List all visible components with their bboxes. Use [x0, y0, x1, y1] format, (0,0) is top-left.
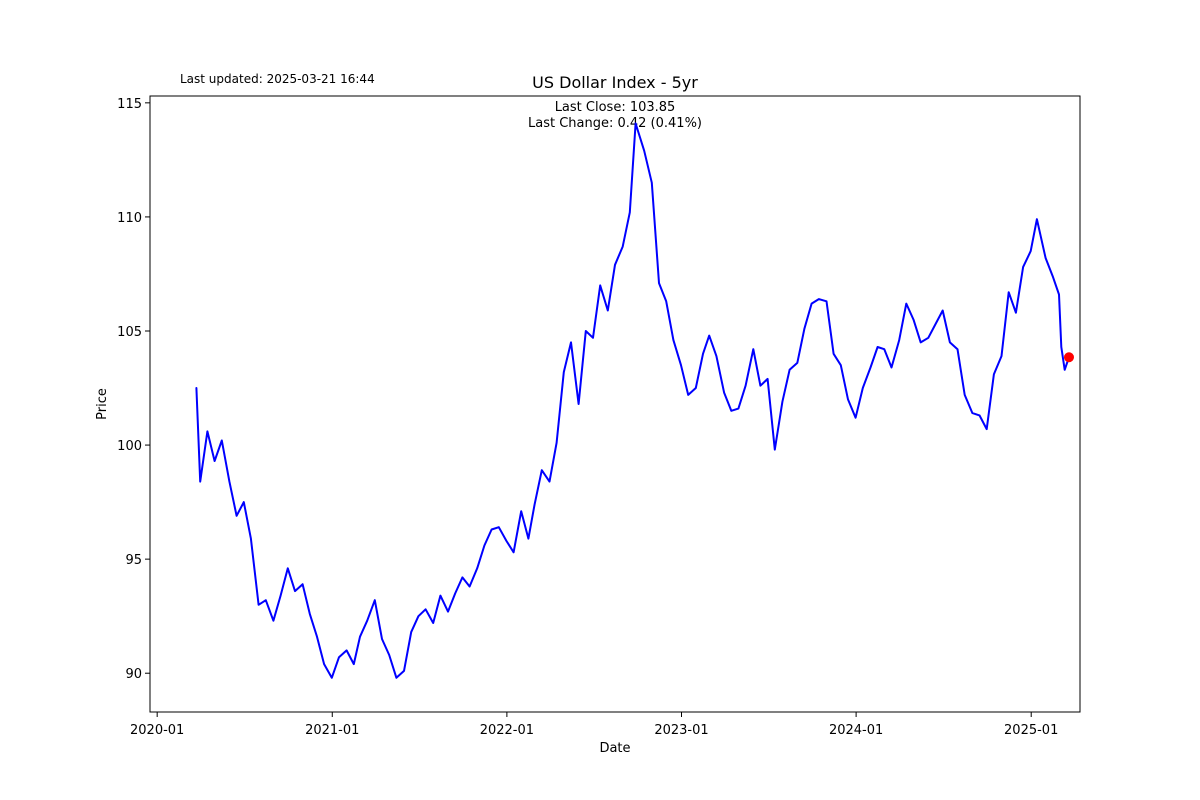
- x-axis-title: Date: [599, 741, 630, 756]
- y-tick-label: 100: [117, 439, 142, 454]
- y-axis-title: Price: [95, 388, 110, 420]
- x-tick-label: 2020-01: [130, 723, 184, 738]
- series-line: [195, 122, 1070, 679]
- x-tick-label: 2023-01: [654, 723, 708, 738]
- y-tick-label: 90: [125, 667, 142, 682]
- y-tick-label: 95: [125, 553, 142, 568]
- y-tick-label: 110: [117, 211, 142, 226]
- x-tick-label: 2021-01: [305, 723, 359, 738]
- y-tick-label: 115: [117, 97, 142, 112]
- y-tick-label: 105: [117, 325, 142, 340]
- annotation-text: Last Close: 103.85: [555, 100, 676, 115]
- x-tick-label: 2022-01: [480, 723, 534, 738]
- annotation-text: Last Change: 0.42 (0.41%): [528, 116, 702, 131]
- x-axis: 2020-01 2021-01 2022-01 2023-01 2024-01 2025-…: [130, 712, 1058, 738]
- last-close-marker: [1063, 352, 1074, 363]
- last-updated-text: Last updated: 2025-03-21 16:44: [180, 72, 375, 86]
- chart-title: US Dollar Index - 5yr: [532, 73, 698, 92]
- x-tick-label: 2024-01: [829, 723, 883, 738]
- plot-area: [195, 122, 1074, 679]
- x-tick-label: 2025-01: [1004, 723, 1058, 738]
- plot-frame: [149, 95, 1081, 713]
- y-axis: 90 95 100 105 110 115: [117, 97, 150, 682]
